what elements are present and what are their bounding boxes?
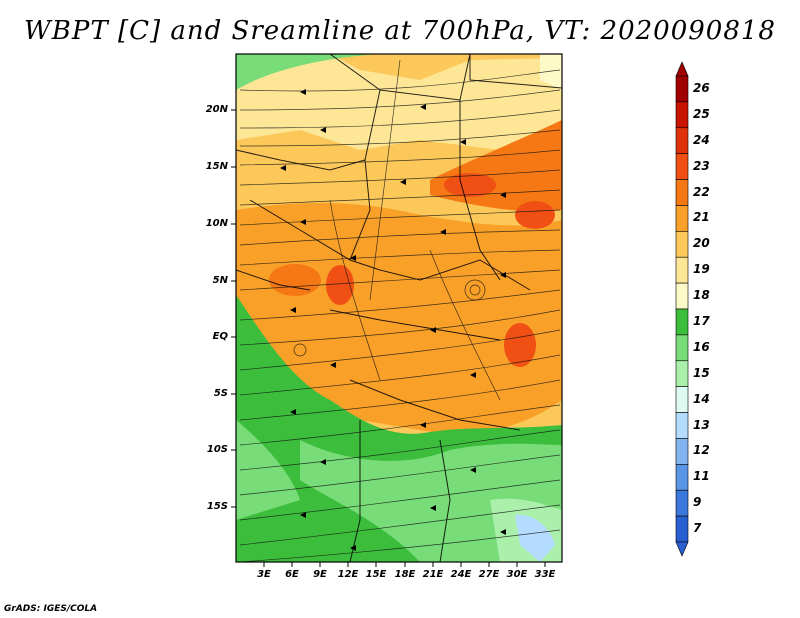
lon-label: 9E xyxy=(313,569,327,580)
lat-label: 20N xyxy=(205,104,228,115)
lat-label: 5N xyxy=(212,275,228,286)
colorbar-segment xyxy=(675,308,689,336)
colorbar-label: 7 xyxy=(693,521,702,536)
colorbar-segment xyxy=(675,489,689,517)
colorbar-segment xyxy=(675,101,689,129)
colorbar-label: 12 xyxy=(693,443,710,458)
colorbar-segment xyxy=(675,386,689,413)
colorbar-label: 19 xyxy=(693,262,710,277)
colorbar-label: 9 xyxy=(693,495,702,510)
colorbar-segment xyxy=(675,75,689,103)
colorbar-label: 25 xyxy=(693,106,710,121)
lat-label: 15S xyxy=(206,501,228,512)
colorbar-label: 22 xyxy=(693,184,710,199)
lon-label: 18E xyxy=(394,569,416,580)
lon-label: 33E xyxy=(534,569,556,580)
colorbar-segment xyxy=(675,205,689,232)
colorbar-segment xyxy=(675,464,689,491)
colorbar-label: 24 xyxy=(693,132,710,147)
colorbar-label: 16 xyxy=(693,339,710,354)
axis-ticks xyxy=(231,109,546,567)
colorbar-segment xyxy=(675,412,689,439)
lat-label: 15N xyxy=(205,161,228,172)
colorbar-segment xyxy=(675,438,689,465)
colorbar-segment xyxy=(675,282,689,310)
colorbar-label: 17 xyxy=(693,313,710,328)
colorbar-segment xyxy=(675,256,689,284)
colorbar-label: 13 xyxy=(693,417,710,432)
lon-label: 3E xyxy=(257,569,271,580)
map-field xyxy=(236,54,562,562)
colorbar-label: 23 xyxy=(693,158,710,173)
lat-label: 5S xyxy=(213,388,228,399)
streamline-arrows xyxy=(280,89,506,551)
lon-label: 15E xyxy=(365,569,387,580)
lon-label: 6E xyxy=(285,569,299,580)
colorbar-segment xyxy=(675,231,689,258)
chart-title: WBPT [C] and Sreamline at 700hPa, VT: 20… xyxy=(24,16,776,46)
colorbar-segment xyxy=(675,515,689,543)
colorbar-label: 18 xyxy=(693,288,710,303)
colorbar-segment xyxy=(675,179,689,206)
footer-credit: GrADS: IGES/COLA xyxy=(4,604,98,614)
colorbar-label: 20 xyxy=(693,236,710,251)
colorbar-max-triangle xyxy=(675,61,689,77)
colorbar-label: 14 xyxy=(693,391,710,406)
colorbar-segment xyxy=(675,153,689,180)
colorbar-segment xyxy=(675,127,689,154)
map-frame xyxy=(235,53,563,563)
colorbar-segment xyxy=(675,360,689,387)
lat-label: EQ xyxy=(212,331,228,342)
lon-label: 27E xyxy=(478,569,500,580)
lon-label: 24E xyxy=(450,569,472,580)
colorbar-segment xyxy=(675,334,689,362)
colorbar-label: 21 xyxy=(693,210,710,225)
lon-label: 12E xyxy=(337,569,359,580)
colorbar-label: 11 xyxy=(693,469,710,484)
lat-label: 10S xyxy=(206,444,228,455)
lat-label: 10N xyxy=(205,218,228,229)
lon-label: 21E xyxy=(422,569,444,580)
lon-label: 30E xyxy=(506,569,528,580)
colorbar-label: 15 xyxy=(693,365,710,380)
colorbar xyxy=(675,61,689,557)
colorbar-min-triangle xyxy=(675,541,689,557)
colorbar-label: 26 xyxy=(693,80,710,95)
